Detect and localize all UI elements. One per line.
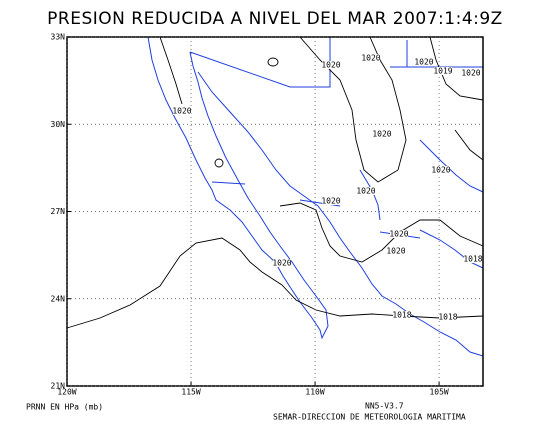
coastline: [419, 229, 484, 269]
isobar-label-bg: [173, 107, 191, 115]
isobar-label-bg: [387, 247, 405, 255]
isobar-label: 1020: [389, 230, 408, 239]
x-tick-label: 105W: [429, 388, 448, 397]
isobar: [214, 57, 279, 168]
isobar: [159, 36, 407, 183]
isobar-label: 1020: [431, 166, 450, 175]
map-title: PRESION REDUCIDA A NIVEL DEL MAR 2007:1:…: [47, 9, 503, 29]
model-label: NN5-V3.7: [365, 402, 404, 411]
isobar-label-bg: [434, 67, 452, 75]
isobar-label-bg: [393, 311, 411, 319]
coastline: [197, 71, 484, 357]
isobar-label-bg: [390, 230, 408, 238]
x-tick-label: 120W: [57, 388, 76, 397]
isobar-label: 1020: [414, 58, 433, 67]
isobar-label-bg: [322, 61, 340, 69]
credit: SEMAR-DIRECCION DE METEOROLOGIA MARITIMA: [273, 413, 466, 422]
isobar: [66, 237, 484, 329]
x-tick-label: 110W: [305, 388, 324, 397]
isobar-label-bg: [373, 130, 391, 138]
isobar-label: 1019: [433, 67, 452, 76]
isobar-label: 1020: [321, 61, 340, 70]
isobar-label: 1018: [392, 311, 411, 320]
isobar-label-bg: [464, 255, 482, 263]
isobar: [279, 202, 484, 263]
isobar-label: 1018: [438, 313, 457, 322]
isobar-label: 1020: [356, 187, 375, 196]
isobar-label-bg: [432, 166, 450, 174]
coastline: [359, 139, 484, 221]
isobar-label: 1018: [463, 255, 482, 264]
isobar-label-bg: [362, 54, 380, 62]
isobar-label-bg: [415, 58, 433, 66]
y-tick-label: 30N: [51, 120, 66, 129]
x-tick-label: 115W: [181, 388, 200, 397]
variable-label: PRNN EN HPa (mb): [26, 403, 103, 412]
isobar-label: 1020: [172, 107, 191, 116]
y-tick-label: 27N: [51, 207, 66, 216]
y-tick-label: 21N: [51, 382, 66, 391]
isobar-label-bg: [357, 187, 375, 195]
isobar-label-bg: [439, 313, 457, 321]
isobar-label-bg: [462, 69, 480, 77]
coastline: [147, 36, 329, 340]
isobar: [429, 36, 484, 161]
isobar-label-bg: [322, 197, 340, 205]
isobar-label: 1020: [386, 247, 405, 256]
isobar-label: 1020: [321, 197, 340, 206]
isobar-label-bg: [273, 259, 291, 267]
isobar-label: 1020: [361, 54, 380, 63]
isobar-label: 1020: [461, 69, 480, 78]
isobar-label: 1020: [272, 259, 291, 268]
isobar-label: 1020: [372, 130, 391, 139]
y-tick-label: 24N: [51, 294, 66, 303]
y-tick-label: 33N: [51, 33, 66, 42]
